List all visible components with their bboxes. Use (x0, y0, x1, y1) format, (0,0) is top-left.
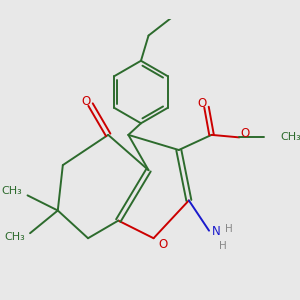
Text: O: O (241, 128, 250, 140)
Text: N: N (212, 225, 220, 238)
Text: CH₃: CH₃ (2, 186, 22, 196)
Text: H: H (219, 241, 227, 251)
Text: CH₃: CH₃ (280, 132, 300, 142)
Text: O: O (158, 238, 167, 251)
Text: H: H (225, 224, 233, 234)
Text: O: O (81, 94, 90, 108)
Text: CH₃: CH₃ (4, 232, 25, 242)
Text: O: O (198, 97, 207, 110)
